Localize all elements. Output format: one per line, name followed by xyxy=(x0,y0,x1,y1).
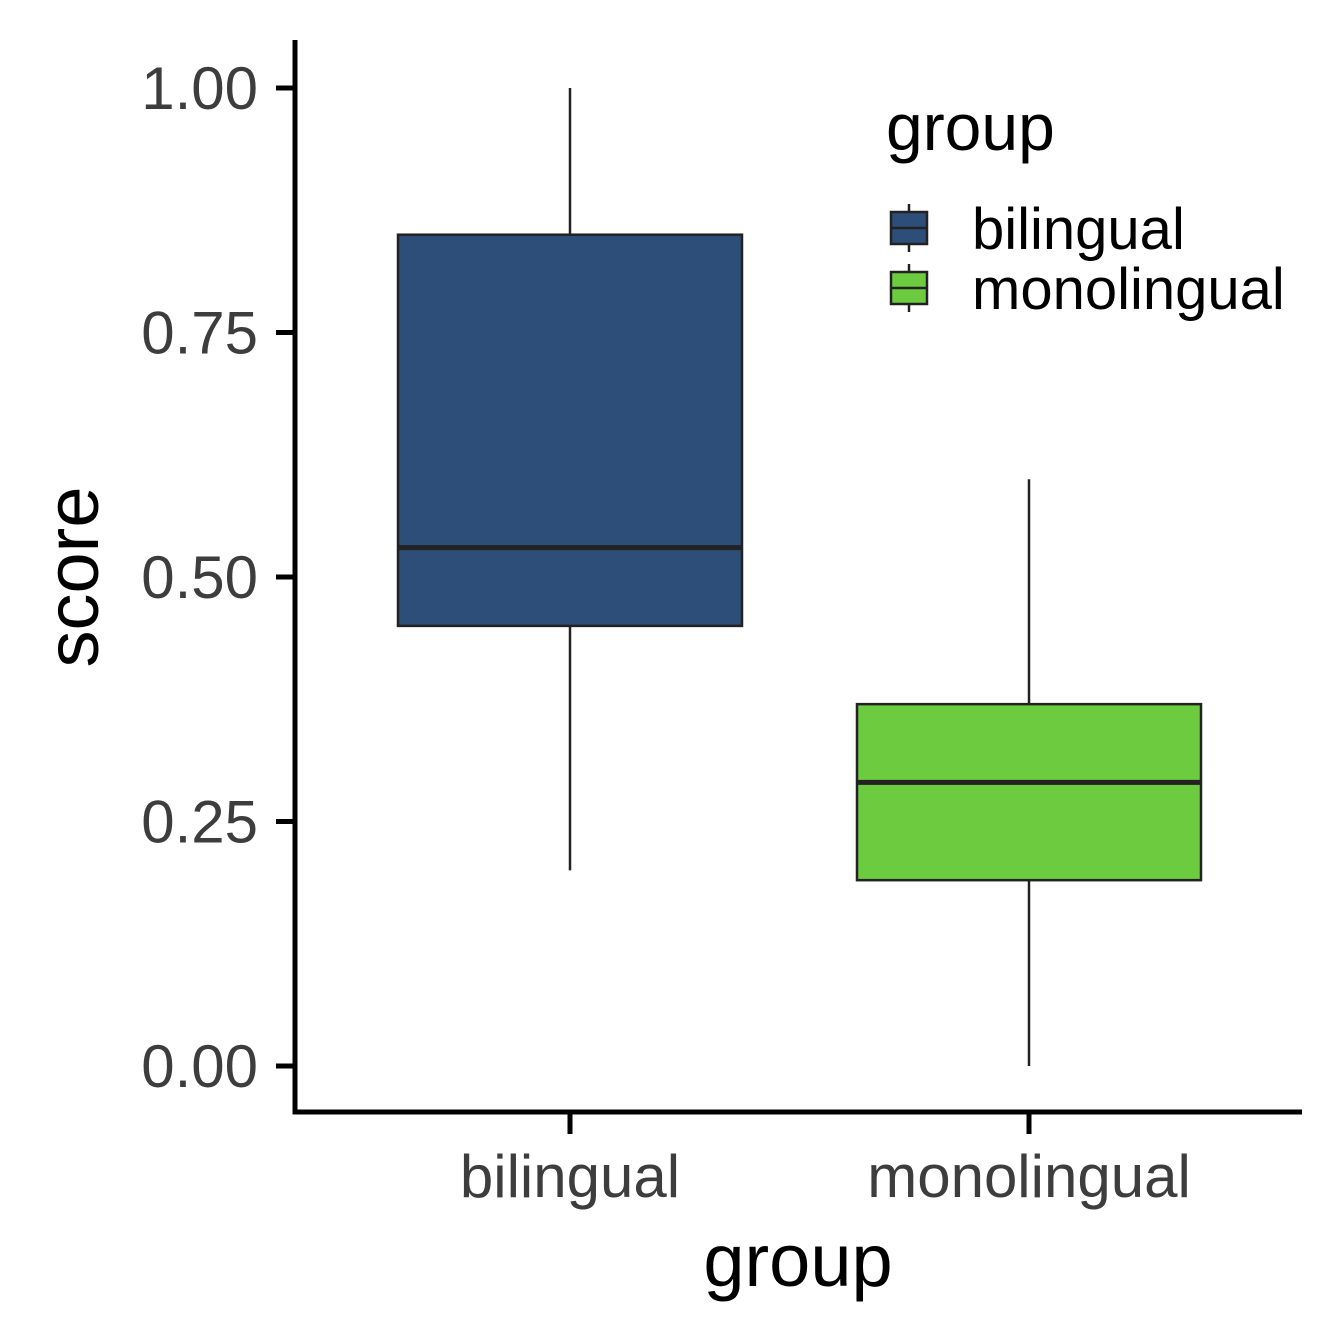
box-bilingual xyxy=(396,88,744,871)
box-iqr xyxy=(855,702,1203,882)
y-tick-label: 0.25 xyxy=(141,789,258,856)
legend-title: group xyxy=(886,90,1055,164)
y-tick-label: 1.00 xyxy=(141,55,258,122)
plot-area: 0.000.250.500.751.00 bilingual monolingua… xyxy=(141,40,1302,1210)
x-axis-ticks: bilingual monolingual xyxy=(460,1112,1191,1210)
x-axis-title: group xyxy=(703,1219,892,1302)
x-tick-label: monolingual xyxy=(867,1143,1191,1210)
legend-label: monolingual xyxy=(972,257,1285,322)
y-axis-ticks: 0.00 0.25 0.50 0.75 1.00 xyxy=(141,55,295,1100)
legend-label: bilingual xyxy=(972,197,1185,262)
x-tick-label: bilingual xyxy=(460,1143,680,1210)
boxes xyxy=(396,88,1203,1066)
box-monolingual xyxy=(855,479,1203,1066)
y-axis-title: score xyxy=(31,487,114,668)
y-tick-label: 0.00 xyxy=(141,1033,258,1100)
y-tick-label: 0.75 xyxy=(141,300,258,367)
y-tick-label: 0.50 xyxy=(141,544,258,611)
box-iqr xyxy=(396,233,744,628)
legend-key-bilingual xyxy=(889,204,929,252)
legend-key-monolingual xyxy=(889,264,929,312)
